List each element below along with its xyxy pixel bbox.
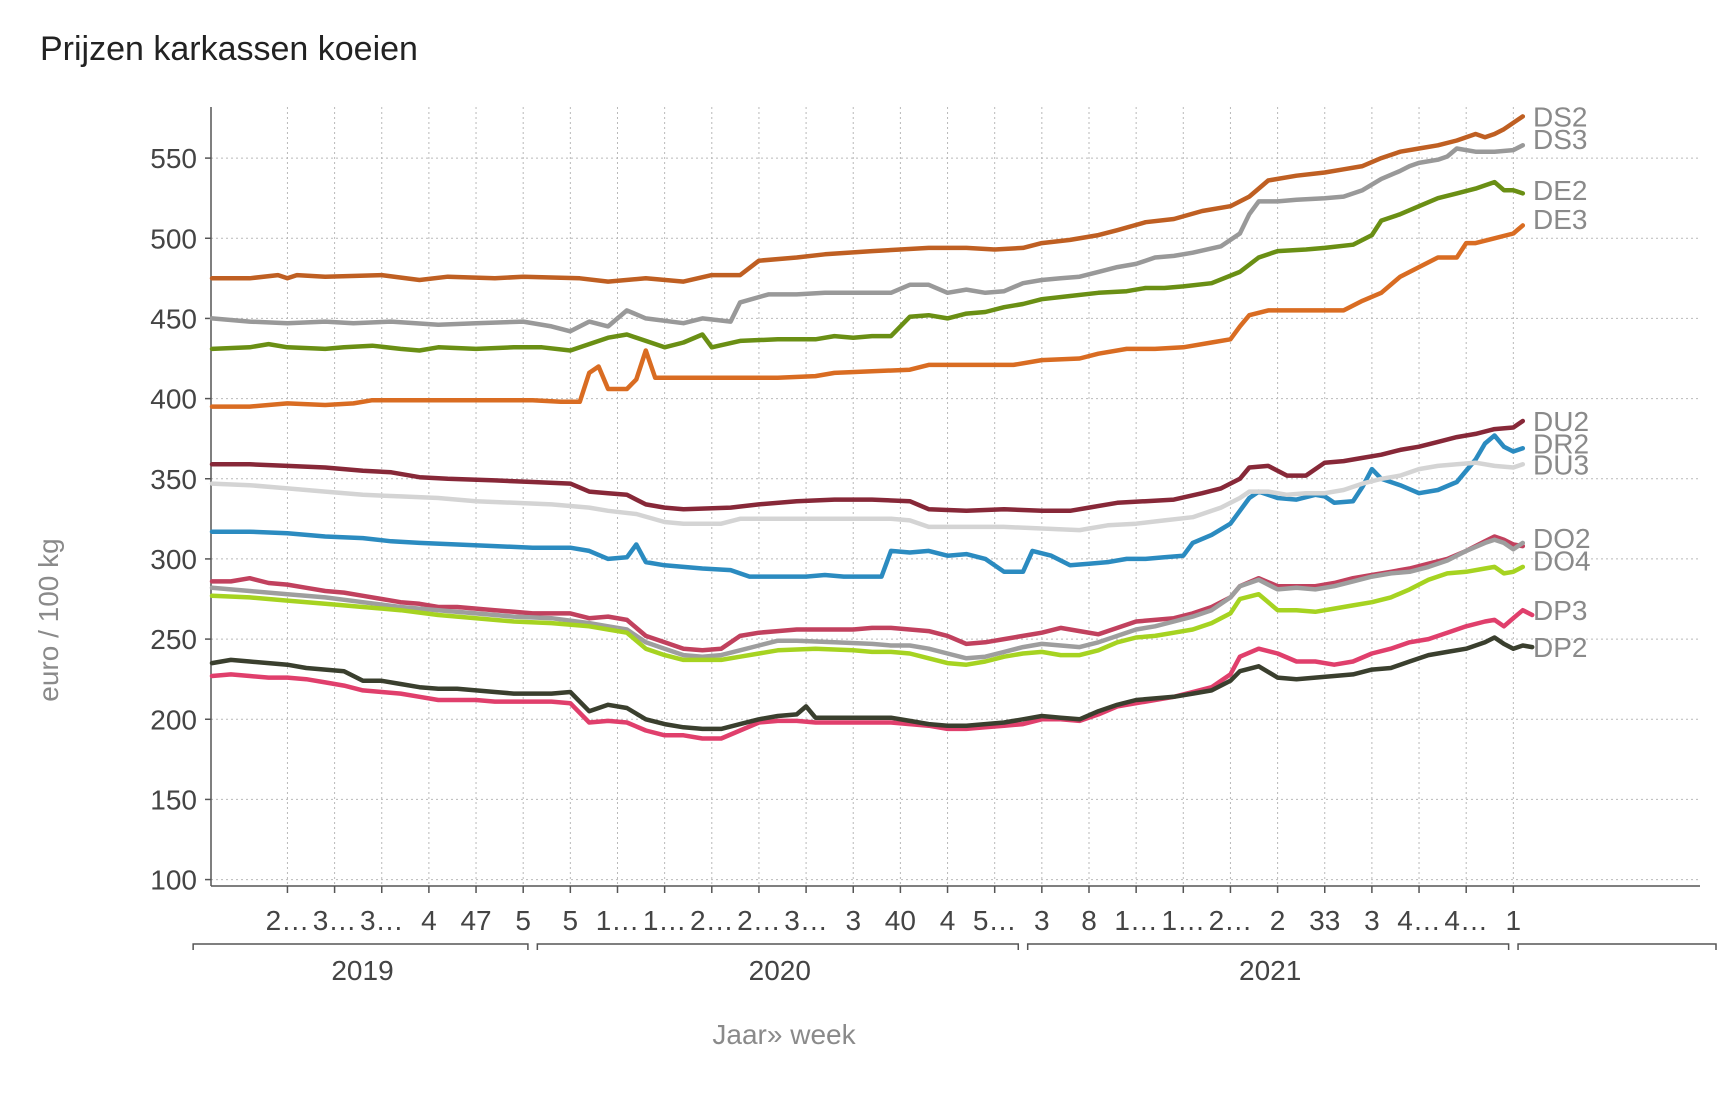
x-tick-label: 4 bbox=[421, 905, 437, 936]
y-tick-label: 400 bbox=[150, 384, 197, 415]
y-tick-label: 200 bbox=[150, 704, 197, 735]
y-tick-label: 100 bbox=[150, 865, 197, 896]
series-end-label: DU3 bbox=[1533, 449, 1589, 480]
year-label: 2019 bbox=[331, 955, 393, 986]
x-tick-label: 3 bbox=[845, 905, 861, 936]
series-end-label: DE2 bbox=[1533, 175, 1587, 206]
x-tick-label: 2… bbox=[737, 905, 781, 936]
x-tick-label: 1… bbox=[1114, 905, 1158, 936]
series-line-dp2 bbox=[209, 607, 1535, 741]
x-ticks: 2… 3… 3… 4 47 5 5 1… 1… 2… 2… 3… 3 40 4 5… 3 8 1… 1… 2… 2 33 3 4… bbox=[266, 886, 1521, 936]
x-tick-label: 33 bbox=[1309, 905, 1340, 936]
series-end-label: DS3 bbox=[1533, 124, 1587, 155]
x-tick-label: 5 bbox=[563, 905, 579, 936]
series-line-de3 bbox=[209, 223, 1526, 409]
series-line-de2 bbox=[209, 179, 1526, 353]
x-tick-label: 4 bbox=[940, 905, 956, 936]
x-tick-label: 3 bbox=[1034, 905, 1050, 936]
series-line-dp3 bbox=[209, 564, 1526, 667]
series-line-du3 bbox=[209, 460, 1526, 533]
x-tick-label: 47 bbox=[460, 905, 491, 936]
y-tick-label: 500 bbox=[150, 223, 197, 254]
chart-title: Prijzen karkassen koeien bbox=[40, 30, 418, 68]
x-tick-label: 5… bbox=[973, 905, 1017, 936]
series-line-do2 bbox=[209, 534, 1526, 653]
series bbox=[209, 114, 1535, 741]
x-tick-label: 40 bbox=[885, 905, 916, 936]
x-tick-label: 3… bbox=[360, 905, 404, 936]
y-tick-label: 550 bbox=[150, 143, 197, 174]
x-tick-label: 2… bbox=[690, 905, 734, 936]
x-tick-label: 1… bbox=[596, 905, 640, 936]
series-line-ds3 bbox=[209, 143, 1526, 334]
year-label: 2020 bbox=[749, 955, 811, 986]
series-end-label: DO2 bbox=[1533, 523, 1591, 554]
series-end-label: DU2 bbox=[1533, 406, 1589, 437]
x-tick-label: 2 bbox=[1270, 905, 1286, 936]
series-line-dp2 bbox=[209, 635, 1535, 732]
series-end-label: DR2 bbox=[1533, 428, 1589, 459]
year-bracket bbox=[536, 943, 1020, 950]
year-bracket bbox=[1517, 943, 1717, 950]
y-tick-label: 250 bbox=[150, 624, 197, 655]
x-tick-label: 3… bbox=[313, 905, 357, 936]
series-end-label: DE3 bbox=[1533, 204, 1587, 235]
series-line-do4 bbox=[209, 537, 1526, 661]
x-axis-label: Jaar» week bbox=[712, 1019, 856, 1050]
x-tick-label: 1 bbox=[1506, 905, 1522, 936]
y-tick-label: 350 bbox=[150, 464, 197, 495]
series-end-label: DO4 bbox=[1533, 546, 1591, 577]
year-bracket bbox=[192, 943, 529, 950]
axes bbox=[210, 107, 1700, 887]
y-ticks: 100 150 200 250 300 350 400 450 500 550 bbox=[150, 143, 211, 896]
x-tick-label: 2… bbox=[266, 905, 310, 936]
year-bracket bbox=[1026, 943, 1510, 950]
y-tick-label: 450 bbox=[150, 303, 197, 334]
x-tick-label: 4… bbox=[1444, 905, 1488, 936]
x-tick-label: 4… bbox=[1397, 905, 1441, 936]
series-end-label: DP3 bbox=[1533, 595, 1587, 626]
y-tick-label: 300 bbox=[150, 544, 197, 575]
x-tick-label: 1… bbox=[643, 905, 687, 936]
series-line-dr2 bbox=[209, 433, 1526, 579]
year-axis: 2019 2020 2021 bbox=[192, 943, 1717, 986]
series-line-ds2 bbox=[209, 114, 1526, 284]
series-end-label: DP2 bbox=[1533, 632, 1587, 663]
x-tick-label: 5 bbox=[515, 905, 531, 936]
year-label: 2021 bbox=[1239, 955, 1301, 986]
x-tick-label: 3… bbox=[784, 905, 828, 936]
x-tick-label: 1… bbox=[1162, 905, 1206, 936]
series-end-label: DS2 bbox=[1533, 101, 1587, 132]
y-tick-label: 150 bbox=[150, 784, 197, 815]
y-axis-label: euro / 100 kg bbox=[33, 538, 64, 701]
series-line-du2 bbox=[209, 418, 1526, 514]
x-tick-label: 3 bbox=[1364, 905, 1380, 936]
x-tick-label: 8 bbox=[1081, 905, 1097, 936]
x-tick-label: 2… bbox=[1209, 905, 1253, 936]
